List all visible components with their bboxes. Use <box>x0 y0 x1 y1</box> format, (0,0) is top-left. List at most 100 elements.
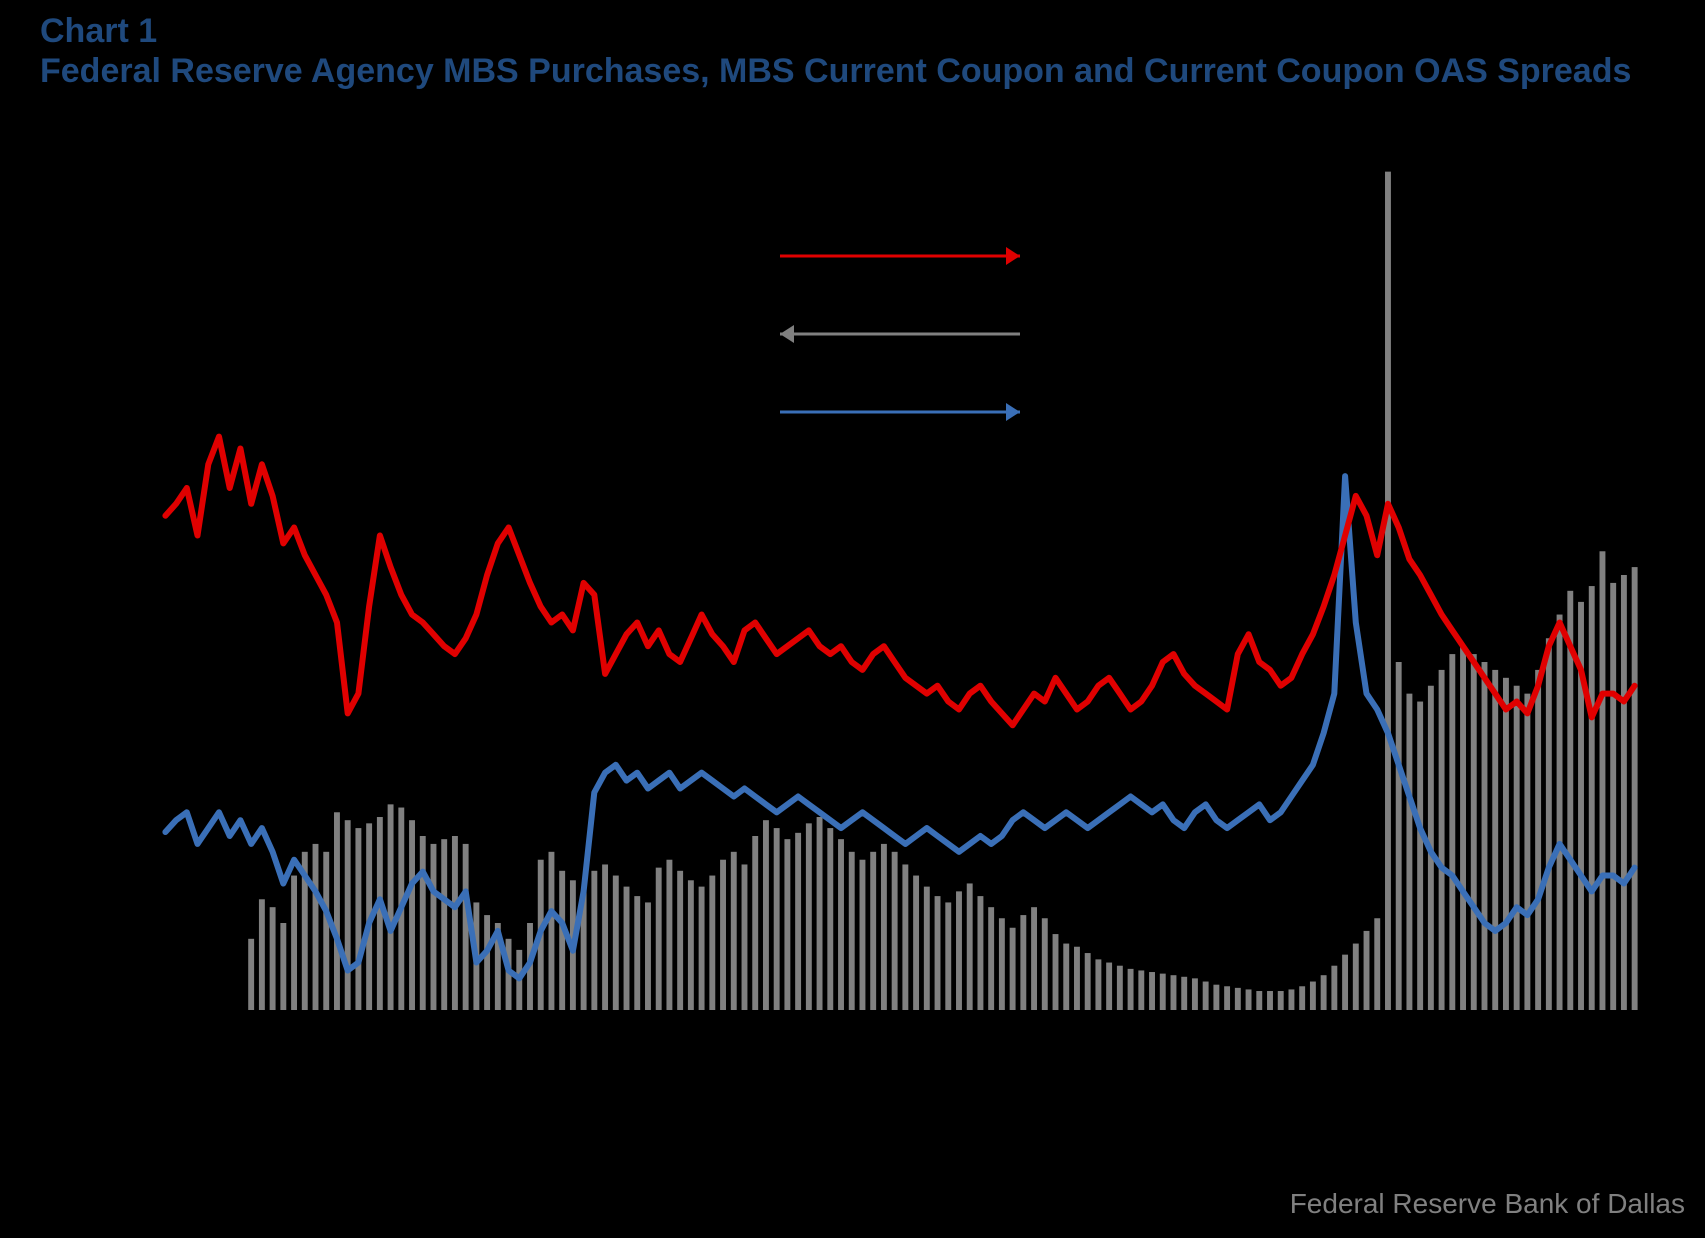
bar-fed-purchase <box>1406 694 1412 1010</box>
bar-fed-purchase <box>1181 977 1187 1010</box>
bar-fed-purchase <box>1385 172 1391 1010</box>
bar-fed-purchase <box>967 883 973 1010</box>
bar-fed-purchase <box>1449 654 1455 1010</box>
legend-item: MBS current coupon spread <box>713 204 1087 265</box>
bar-fed-purchase <box>484 915 490 1010</box>
bar-fed-purchase <box>956 891 962 1010</box>
bar-fed-purchase <box>1278 991 1284 1010</box>
legend-label: MBS current coupon spread <box>713 204 1087 237</box>
bar-fed-purchase <box>1224 986 1230 1010</box>
bar-fed-purchase <box>1192 978 1198 1010</box>
bar-fed-purchase <box>388 804 394 1010</box>
line-mbs-current-coupon-spread <box>165 437 1634 726</box>
bar-fed-purchase <box>935 896 941 1010</box>
bar-fed-purchase <box>902 864 908 1010</box>
bar-fed-purchase <box>431 844 437 1010</box>
bar-fed-purchase <box>838 839 844 1010</box>
bar-fed-purchase <box>1310 982 1316 1010</box>
bar-fed-purchase <box>1289 989 1295 1010</box>
bar-fed-purchase <box>1460 646 1466 1010</box>
bar-fed-purchase <box>452 836 458 1010</box>
bar-fed-purchase <box>259 899 265 1010</box>
legend-arrow-head-icon <box>1006 403 1020 421</box>
chart-title-line1: Chart 1 <box>40 12 157 51</box>
bar-fed-purchase <box>1546 638 1552 1010</box>
bar-fed-purchase <box>463 844 469 1010</box>
bar-fed-purchase <box>313 844 319 1010</box>
bar-fed-purchase <box>280 923 286 1010</box>
bar-fed-purchase <box>881 844 887 1010</box>
bar-fed-purchase <box>1031 907 1037 1010</box>
bar-fed-purchase <box>1321 975 1327 1010</box>
bar-fed-purchase <box>549 852 555 1010</box>
bar-fed-purchase <box>624 887 630 1010</box>
bar-fed-purchase <box>1042 918 1048 1010</box>
bar-fed-purchase <box>827 828 833 1010</box>
bar-fed-purchase <box>817 817 823 1010</box>
bar-fed-purchase <box>1417 702 1423 1010</box>
bar-fed-purchase <box>1514 686 1520 1010</box>
bar-fed-purchase <box>559 871 565 1010</box>
bar-fed-purchase <box>860 860 866 1010</box>
bar-fed-purchase <box>1610 583 1616 1010</box>
bar-fed-purchase <box>924 887 930 1010</box>
bar-fed-purchase <box>1482 662 1488 1010</box>
bar-fed-purchase <box>1621 575 1627 1010</box>
legend-label: Current coupon OAS <box>761 360 1039 393</box>
chart-title-line2: Federal Reserve Agency MBS Purchases, MB… <box>40 52 1631 91</box>
bar-fed-purchase <box>1106 963 1112 1010</box>
bar-fed-purchase <box>1557 615 1563 1010</box>
bar-fed-purchase <box>409 820 415 1010</box>
legend-item: Current coupon OAS <box>761 360 1039 421</box>
bar-fed-purchase <box>1524 694 1530 1010</box>
bar-fed-purchase <box>323 852 329 1010</box>
bar-fed-purchase <box>1396 662 1402 1010</box>
bar-fed-purchase <box>1160 974 1166 1010</box>
bar-fed-purchase <box>1589 586 1595 1010</box>
bar-fed-purchase <box>1128 969 1134 1010</box>
source-attribution: Federal Reserve Bank of Dallas <box>1290 1188 1685 1220</box>
bar-fed-purchase <box>1492 670 1498 1010</box>
bar-fed-purchase <box>945 902 951 1010</box>
bar-fed-purchase <box>634 896 640 1010</box>
bar-fed-purchase <box>441 839 447 1010</box>
bar-fed-purchase <box>988 907 994 1010</box>
bar-fed-purchase <box>1342 955 1348 1010</box>
bar-fed-purchase <box>1374 918 1380 1010</box>
bar-fed-purchase <box>795 833 801 1010</box>
bar-fed-purchase <box>1503 678 1509 1010</box>
bar-fed-purchase <box>720 860 726 1010</box>
bar-fed-purchase <box>977 896 983 1010</box>
bar-fed-purchase <box>591 871 597 1010</box>
bar-fed-purchase <box>1256 991 1262 1010</box>
bar-fed-purchase <box>892 852 898 1010</box>
bar-fed-purchase <box>742 864 748 1010</box>
bar-fed-purchase <box>806 823 812 1010</box>
bar-fed-purchase <box>849 852 855 1010</box>
bar-fed-purchase <box>248 939 254 1010</box>
bar-fed-purchase <box>1063 944 1069 1010</box>
bar-fed-purchase <box>270 907 276 1010</box>
bar-fed-purchase <box>1299 986 1305 1010</box>
bar-fed-purchase <box>999 918 1005 1010</box>
bar-fed-purchase <box>1085 953 1091 1010</box>
chart-canvas: MBS current coupon spread Fed MBS purchas… <box>40 140 1665 1090</box>
bar-fed-purchase <box>1439 670 1445 1010</box>
bar-fed-purchase <box>870 852 876 1010</box>
bar-fed-purchase <box>709 876 715 1010</box>
bar-fed-purchase <box>1353 944 1359 1010</box>
bar-fed-purchase <box>677 871 683 1010</box>
bar-fed-purchase <box>699 887 705 1010</box>
bar-fed-purchase <box>420 836 426 1010</box>
bar-fed-purchase <box>1074 947 1080 1010</box>
bar-fed-purchase <box>1053 934 1059 1010</box>
bar-fed-purchase <box>1632 567 1638 1010</box>
legend-arrow-head-icon <box>1006 247 1020 265</box>
bar-fed-purchase <box>1213 985 1219 1010</box>
bar-fed-purchase <box>666 860 672 1010</box>
bar-fed-purchase <box>334 812 340 1010</box>
bar-fed-purchase <box>291 876 297 1010</box>
bar-fed-purchase <box>1471 654 1477 1010</box>
bar-fed-purchase <box>1117 966 1123 1010</box>
legend-label: Fed MBS purchases <box>764 282 1036 315</box>
